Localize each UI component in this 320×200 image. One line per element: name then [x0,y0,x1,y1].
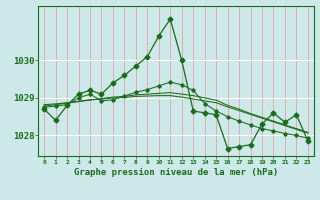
X-axis label: Graphe pression niveau de la mer (hPa): Graphe pression niveau de la mer (hPa) [74,168,278,177]
